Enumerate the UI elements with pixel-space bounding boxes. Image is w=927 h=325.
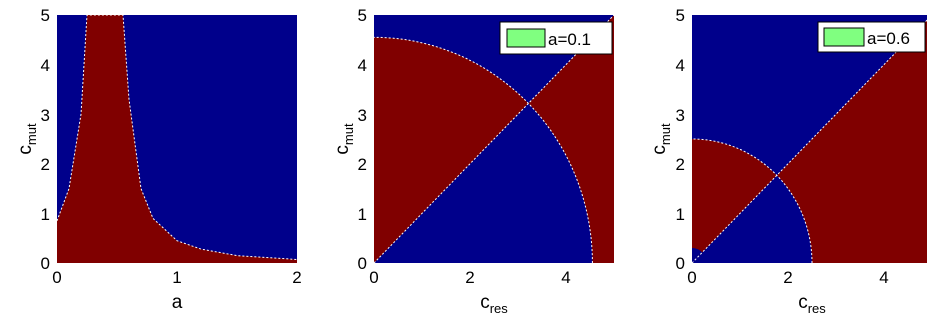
x-axis-label: cres — [480, 292, 508, 316]
y-tick-label: 2 — [358, 155, 367, 174]
diagonal-boundary — [374, 15, 614, 263]
red-region-inside-circle — [374, 37, 529, 263]
y-tick-label: 4 — [676, 56, 685, 75]
x-ticks-panel-1: 0 1 2 — [52, 268, 301, 287]
heatmap-panel-2 — [374, 15, 614, 263]
x-tick-label: 2 — [783, 268, 792, 287]
y-tick-label: 2 — [41, 155, 50, 174]
y-axis-label: cmut — [332, 123, 356, 155]
panel-cres-vs-cmut-a06: a=0.6 0 1 2 3 4 5 0 2 4 cres cmut — [649, 6, 927, 316]
x-ticks-panel-2: 0 2 4 — [369, 268, 570, 287]
x-tick-label: 2 — [292, 268, 301, 287]
panel-cres-vs-cmut-a01: a=0.1 0 1 2 3 4 5 0 2 4 cres cmut — [332, 6, 614, 316]
y-tick-label: 4 — [358, 56, 367, 75]
legend-panel-2: a=0.1 — [499, 21, 613, 55]
red-region-inside-circle — [692, 139, 777, 263]
diagonal-boundary — [692, 19, 927, 263]
y-axis-label: cmut — [15, 123, 39, 155]
legend-box — [499, 21, 613, 55]
red-region-outside-circle — [528, 15, 614, 263]
red-region-outside-circle — [776, 20, 927, 263]
y-tick-label: 3 — [676, 106, 685, 125]
legend-swatch — [506, 28, 546, 48]
y-ticks-panel-1: 0 1 2 3 4 5 — [41, 6, 50, 273]
small-circle-region — [692, 247, 703, 263]
y-tick-label: 5 — [358, 6, 367, 25]
y-tick-label: 0 — [358, 254, 367, 273]
x-axis-label: cres — [798, 292, 826, 316]
y-tick-label: 0 — [676, 254, 685, 273]
legend-label: a=0.6 — [867, 29, 910, 48]
y-ticks-panel-3: 0 1 2 3 4 5 — [676, 6, 685, 273]
x-tick-label: 0 — [52, 268, 61, 287]
red-region — [57, 15, 297, 263]
x-tick-label: 1 — [172, 268, 181, 287]
x-ticks-panel-3: 0 2 4 — [687, 268, 888, 287]
y-tick-label: 5 — [41, 6, 50, 25]
x-tick-label: 2 — [465, 268, 474, 287]
y-tick-label: 3 — [41, 106, 50, 125]
y-ticks-panel-2: 0 1 2 3 4 5 — [358, 6, 367, 273]
y-tick-label: 5 — [676, 6, 685, 25]
x-tick-label: 0 — [687, 268, 696, 287]
x-tick-label: 4 — [561, 268, 570, 287]
y-tick-label: 4 — [41, 56, 50, 75]
x-axis-label: a — [172, 292, 183, 313]
panel-a-vs-cmut: 0 1 2 3 4 5 0 1 2 a cmut — [15, 6, 302, 313]
heatmap-panel-3 — [692, 15, 927, 263]
boundary-curve — [57, 15, 297, 260]
legend-label: a=0.1 — [548, 30, 591, 49]
heatmap-panel-1 — [57, 15, 297, 263]
y-tick-label: 1 — [41, 205, 50, 224]
y-tick-label: 2 — [676, 155, 685, 174]
x-tick-label: 4 — [879, 268, 888, 287]
y-tick-label: 1 — [676, 205, 685, 224]
x-tick-label: 0 — [369, 268, 378, 287]
y-axis-label: cmut — [649, 123, 673, 155]
y-tick-label: 0 — [41, 254, 50, 273]
legend-swatch — [823, 27, 865, 47]
y-tick-label: 3 — [358, 106, 367, 125]
legend-panel-3: a=0.6 — [817, 21, 926, 53]
y-tick-label: 1 — [358, 205, 367, 224]
